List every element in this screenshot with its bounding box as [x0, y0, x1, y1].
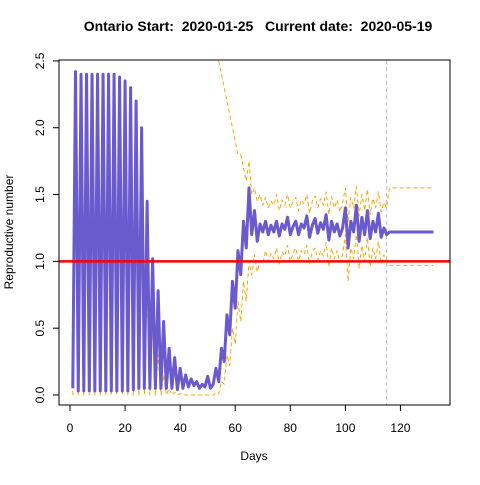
- x-tick-label: 40: [173, 421, 187, 435]
- x-tick-label: 120: [390, 421, 410, 435]
- interval-line: [218, 60, 434, 222]
- plot-frame: [58, 59, 451, 406]
- plot-area: [59, 60, 450, 405]
- y-tick-label: 2.0: [33, 119, 47, 136]
- y-tick-label: 0.0: [33, 386, 47, 403]
- estimate-line: [71, 70, 434, 393]
- x-axis-label: Days: [240, 449, 267, 463]
- x-tick-label: 0: [67, 421, 74, 435]
- y-tick-label: 0.5: [33, 320, 47, 337]
- x-tick-label: 100: [335, 421, 355, 435]
- x-tick-label: 60: [229, 421, 243, 435]
- x-tick-label: 80: [284, 421, 298, 435]
- y-tick-label: 1.0: [33, 253, 47, 270]
- y-axis-label: Reproductive number: [2, 175, 16, 290]
- y-tick-label: 2.5: [33, 52, 47, 69]
- chart-title: Ontario Start: 2020-01-25 Current date: …: [84, 18, 433, 34]
- x-tick-label: 20: [118, 421, 132, 435]
- y-tick-label: 1.5: [33, 186, 47, 203]
